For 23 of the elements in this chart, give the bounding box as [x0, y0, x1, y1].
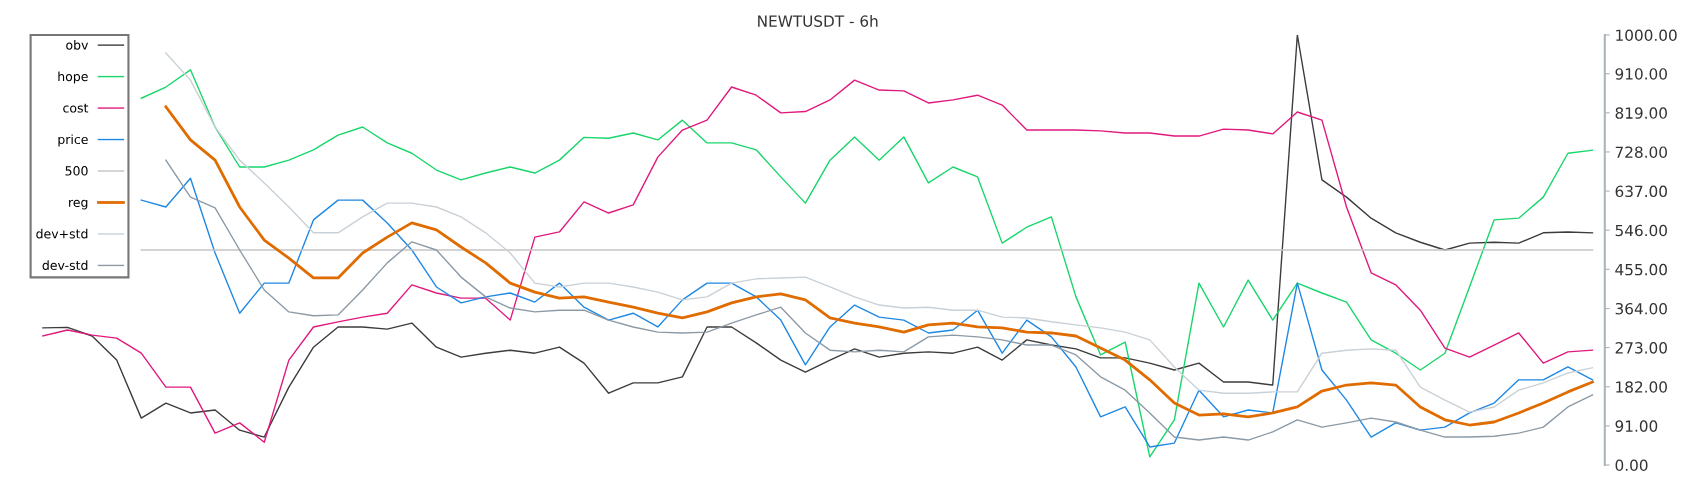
y-tick-label: 637.00: [1615, 185, 1667, 198]
line-series: [164, 105, 1594, 427]
y-tick-label: 455.00: [1615, 263, 1667, 276]
y-tick-label: 546.00: [1615, 224, 1667, 237]
y-tick-label: 819.00: [1615, 107, 1667, 119]
legend-label: hope: [58, 71, 88, 84]
y-tick-label: 273.00: [1615, 342, 1667, 354]
y-tick-label: 910.00: [1615, 68, 1667, 80]
legend-label: 500: [65, 166, 88, 176]
y-tick-label: 1000.00: [1616, 29, 1677, 42]
legend-label: dev+std: [36, 228, 88, 239]
legend-label: price: [58, 134, 88, 147]
y-tick-label: 91.00: [1615, 420, 1658, 432]
y-tick-label: 364.00: [1615, 302, 1667, 315]
legend-label: reg: [69, 199, 88, 210]
y-tick-label: 0.00: [1615, 459, 1648, 472]
line-series: [165, 52, 1594, 413]
legend-label: obv: [66, 40, 89, 50]
legend-label: cost: [63, 103, 89, 113]
y-tick-label: 182.00: [1616, 381, 1667, 393]
legend-label: dev-std: [42, 260, 88, 270]
chart-title: NEWTUSDT - 6h: [758, 15, 878, 27]
y-tick-label: 728.00: [1615, 146, 1667, 158]
